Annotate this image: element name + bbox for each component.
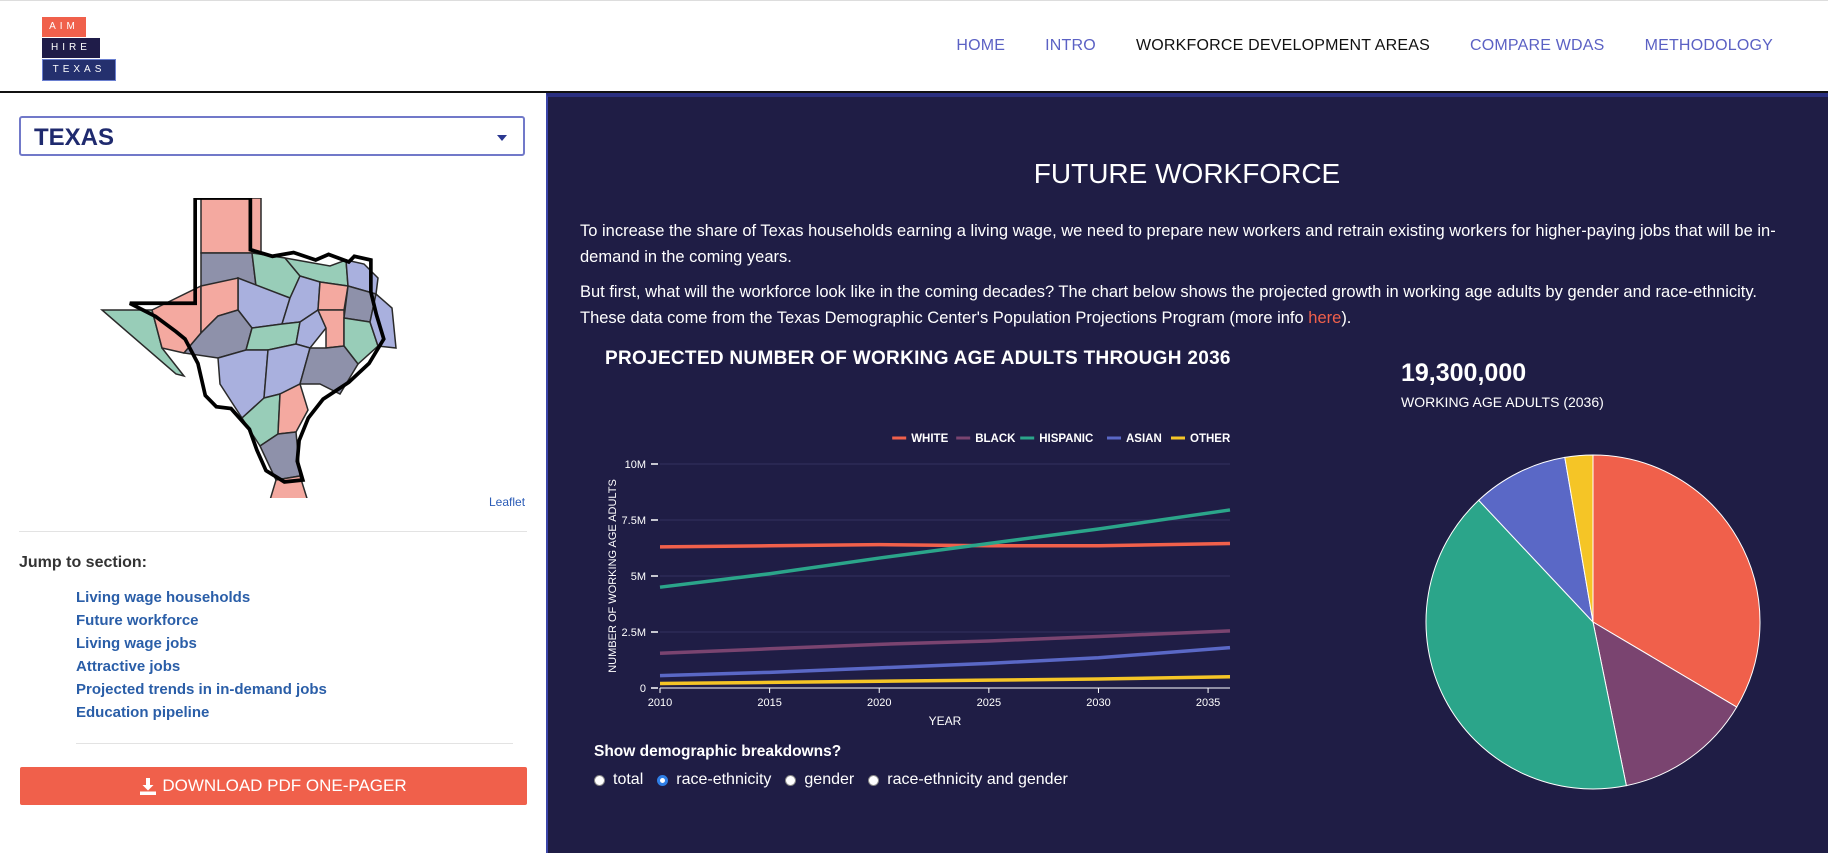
y-axis-label: NUMBER OF WORKING AGE ADULTS (607, 479, 619, 673)
series-line-white (659, 541, 1231, 549)
breakdowns-label: Show demographic breakdowns? (594, 743, 842, 760)
map-region (295, 308, 327, 349)
radio-label: race-ethnicity and gender (887, 771, 1068, 788)
more-info-link[interactable]: here (1308, 309, 1342, 327)
radio-race-ethnicity-and-gender[interactable]: race-ethnicity and gender (868, 771, 1068, 789)
big-number: 19,300,000 (1401, 359, 1527, 387)
main-nav: HOME INTRO WORKFORCE DEVELOPMENT AREAS C… (956, 37, 1773, 55)
pie-slice-asian (1477, 456, 1594, 624)
radio-label: race-ethnicity (676, 771, 772, 788)
logo-line-2: HIRE (42, 38, 100, 58)
future-workforce-panel: FUTURE WORKFORCE To increase the share o… (546, 93, 1828, 853)
y-tick-label: 10M (625, 459, 646, 471)
top-border (0, 0, 1828, 1)
legend-label: BLACK (975, 433, 1016, 445)
leaflet-attribution-link[interactable]: Leaflet (489, 495, 526, 509)
region-select-value: TEXAS (34, 124, 115, 151)
x-tick-label: 2020 (867, 697, 891, 709)
link-living-wage-jobs[interactable]: Living wage jobs (76, 635, 197, 652)
logo-line-1: AIM (42, 17, 86, 37)
x-tick-label: 2010 (648, 697, 672, 709)
nav-methodology[interactable]: METHODOLOGY (1644, 37, 1773, 54)
divider (19, 531, 527, 532)
nav-intro[interactable]: INTRO (1045, 37, 1096, 54)
map-region (317, 281, 349, 311)
radio-label: gender (804, 771, 855, 788)
section-title: FUTURE WORKFORCE (1033, 158, 1341, 189)
pie-slice-hispanic (1425, 499, 1627, 790)
y-tick-label: 2.5M (622, 627, 646, 639)
jump-to-section-label: Jump to section: (19, 554, 148, 571)
aim-hire-texas-logo[interactable]: AIM HIRE TEXAS (42, 17, 116, 82)
download-pdf-label: DOWNLOAD PDF ONE-PAGER (162, 776, 407, 795)
description-text: But first, what will the workforce look … (580, 283, 1758, 327)
radio-total[interactable]: total (594, 771, 643, 789)
region-select[interactable]: TEXAS (19, 116, 525, 156)
pie-slice-white (1592, 454, 1761, 708)
download-icon (140, 777, 157, 795)
legend-item-hispanic: HISPANIC (1020, 433, 1093, 445)
texas-wda-map[interactable] (100, 198, 440, 498)
radio-race-ethnicity[interactable]: race-ethnicity (657, 771, 771, 789)
legend-item-white: WHITE (892, 433, 949, 445)
series-line-black (659, 629, 1231, 656)
breakdown-radio-group: total race-ethnicity gender race-ethnici… (594, 771, 1068, 789)
chevron-down-icon[interactable] (497, 135, 507, 141)
logo-line-3: TEXAS (42, 59, 116, 81)
line-chart[interactable]: 0 2.5M 5M 7.5M 10M 2010 2015 2020 2025 2030 2035 YE… (600, 377, 1240, 727)
pie-slice-other (1564, 454, 1594, 623)
y-tick-label: 0 (640, 683, 646, 695)
header: AIM HIRE TEXAS HOME INTRO WORKFORCE DEVE… (0, 1, 1828, 93)
pie-chart[interactable] (1418, 447, 1768, 797)
legend-label: ASIAN (1126, 433, 1162, 445)
radio-button[interactable] (785, 774, 797, 786)
series-line-asian (659, 645, 1231, 678)
legend-label: WHITE (911, 433, 948, 445)
link-living-wage-households[interactable]: Living wage households (76, 589, 251, 606)
nav-home[interactable]: HOME (956, 37, 1006, 54)
series-line-other (659, 675, 1231, 686)
section-links: Living wage households Future workforce … (76, 586, 327, 724)
radio-button[interactable] (868, 774, 880, 786)
radio-button-selected[interactable] (657, 774, 669, 786)
map-region (277, 382, 309, 435)
x-axis-label: YEAR (929, 714, 962, 727)
description-text-end: ). (1341, 309, 1352, 327)
radio-button[interactable] (594, 774, 605, 786)
map-region (299, 345, 359, 395)
download-pdf-button[interactable]: DOWNLOAD PDF ONE-PAGER (20, 767, 527, 805)
big-number-label: WORKING AGE ADULTS (2036) (1401, 394, 1604, 410)
radio-gender[interactable]: gender (785, 771, 854, 789)
radio-label: total (613, 771, 644, 788)
legend-label: OTHER (1190, 433, 1231, 445)
legend-label: HISPANIC (1039, 433, 1093, 445)
link-education-pipeline[interactable]: Education pipeline (76, 704, 210, 721)
chart-title: PROJECTED NUMBER OF WORKING AGE ADULTS T… (605, 348, 1231, 369)
map-region (343, 317, 379, 366)
intro-paragraph: To increase the share of Texas household… (580, 222, 1776, 266)
texas-outline (129, 198, 386, 484)
y-tick-label: 5M (631, 571, 646, 583)
link-attractive-jobs[interactable]: Attractive jobs (76, 658, 181, 675)
legend-item-asian: ASIAN (1107, 433, 1162, 445)
x-tick-label: 2025 (977, 697, 1001, 709)
legend-item-black: BLACK (956, 433, 1016, 445)
x-tick-label: 2030 (1086, 697, 1110, 709)
pie-slice-black (1592, 620, 1738, 787)
x-tick-label: 2035 (1196, 697, 1220, 709)
divider (76, 743, 513, 744)
link-future-workforce[interactable]: Future workforce (76, 612, 199, 629)
series-line-hispanic (659, 508, 1231, 589)
link-projected-trends[interactable]: Projected trends in in-demand jobs (76, 681, 327, 698)
x-tick-label: 2015 (757, 697, 781, 709)
nav-workforce-development-areas[interactable]: WORKFORCE DEVELOPMENT AREAS (1135, 37, 1430, 54)
nav-compare-wdas[interactable]: COMPARE WDAS (1470, 37, 1605, 54)
description-paragraph: But first, what will the workforce look … (580, 279, 1805, 331)
legend-item-other: OTHER (1171, 433, 1231, 445)
sidebar: TEXAS (0, 93, 546, 853)
y-tick-label: 7.5M (622, 515, 646, 527)
